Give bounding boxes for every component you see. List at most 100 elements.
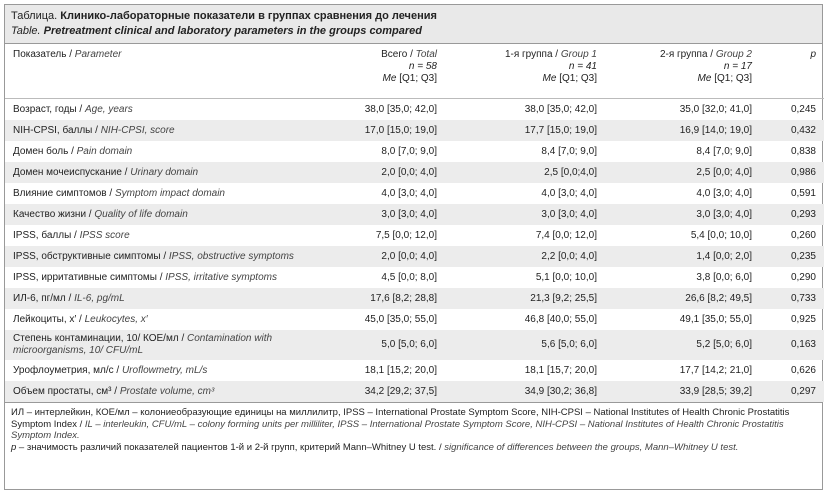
table-row: NIH-CPSI, баллы / NIH-CPSI, score 17,0 [1…: [5, 120, 824, 141]
value-cell: 4,0 [3,0; 4,0]: [541, 187, 597, 199]
header-q: [Q1; Q3]: [556, 73, 597, 84]
param-en: Urinary domain: [130, 166, 199, 178]
value-cell: 5,4 [0,0; 10,0]: [690, 229, 752, 241]
value-cell: 26,6 [8,2; 49,5]: [605, 288, 760, 309]
value-cell: 49,1 [35,0; 55,0]: [679, 313, 752, 325]
table-row: Домен мочеиспускание / Urinary domain 2,0…: [5, 162, 824, 183]
param-cell: Объем простаты, см³ / Prostate volume, c…: [5, 381, 305, 402]
param-cell: Домен боль / Pain domain: [5, 141, 305, 162]
value-cell: 0,245: [790, 103, 816, 115]
subtitle: Table. Pretreatment clinical and laborat…: [11, 24, 816, 39]
value-cell: 2,2 [0,0; 4,0]: [445, 246, 605, 267]
table-row: IPSS, обструктивные симптомы / IPSS, obs…: [5, 246, 824, 267]
value-cell: 3,8 [0,0; 6,0]: [696, 271, 752, 283]
table-row: Домен боль / Pain domain 8,0 [7,0; 9,0] 8,…: [5, 141, 824, 162]
param-en: NIH-CPSI, score: [100, 124, 175, 136]
value-cell: 4,0 [3,0; 4,0]: [696, 187, 752, 199]
param-en: IPSS, obstructive symptoms: [168, 250, 294, 262]
value-cell: 0,432: [760, 120, 824, 141]
footnotes: ИЛ – интерлейкин, КОЕ/мл – колониеобразу…: [5, 402, 822, 457]
param-ru: Лейкоциты, х′ /: [13, 313, 85, 325]
header-stat: Me [Q1; Q3]: [313, 73, 437, 85]
param-en: IPSS score: [79, 229, 130, 241]
header-row: Показатель / Parameter Всего / Total n = 5…: [5, 44, 824, 99]
value-cell: 45,0 [35,0; 55,0]: [364, 313, 437, 325]
header-ru: Всего /: [381, 49, 416, 60]
param-en: Leukocytes, х′: [84, 313, 148, 325]
param-ru: Качество жизни /: [13, 208, 95, 220]
value-cell: 33,9 [28,5; 39,2]: [605, 381, 760, 402]
header-n: n = 58: [408, 61, 437, 72]
value-cell: 2,0 [0,0; 4,0]: [305, 246, 445, 267]
header-line: 2-я группа / Group 2: [613, 49, 752, 61]
param-ru: ИЛ-6, пг/мл /: [13, 292, 75, 304]
param-en: Age, years: [84, 103, 133, 115]
param-ru: Степень контаминации, 10/ КОЕ/мл /: [13, 333, 188, 344]
value-cell: 5,0 [5,0; 6,0]: [305, 330, 445, 360]
table-card: Таблица. Клинико-лабораторные показатели…: [4, 4, 824, 490]
header-en: Total: [415, 49, 437, 60]
param-en: Uroflowmetry, mL/s: [121, 364, 208, 376]
param-cell: Домен мочеиспускание / Urinary domain: [5, 162, 305, 183]
value-cell: 0,235: [760, 246, 824, 267]
table-row: ИЛ-6, пг/мл / IL-6, pg/mL 17,6 [8,2; 28,8…: [5, 288, 824, 309]
param-cell: Лейкоциты, х′ / Leukocytes, х′: [5, 309, 305, 330]
header-n: n = 17: [723, 61, 752, 72]
footnote-symbol: p: [11, 441, 17, 453]
param-ru: Домен мочеиспускание /: [13, 166, 131, 178]
header-q: [Q1; Q3]: [396, 73, 437, 84]
param-ru: IPSS, ирритативные симптомы /: [13, 271, 166, 283]
table-row: IPSS, ирритативные симптомы / IPSS, irri…: [5, 267, 824, 288]
param-en: IL-6, pg/mL: [74, 292, 125, 304]
data-table: Показатель / Parameter Всего / Total n = 5…: [5, 44, 824, 402]
header-en: Parameter: [74, 49, 122, 60]
value-cell: 7,5 [0,0; 12,0]: [375, 229, 437, 241]
table-row: Качество жизни / Quality of life domain 3…: [5, 204, 824, 225]
header-stat: Me [Q1; Q3]: [613, 73, 752, 85]
param-ru: IPSS, баллы /: [13, 229, 80, 241]
header-stat: Me [Q1; Q3]: [453, 73, 597, 85]
param-cell: Степень контаминации, 10/ КОЕ/мл / Conta…: [5, 330, 305, 360]
value-cell: 0,986: [760, 162, 824, 183]
param-cell: IPSS, ирритативные симптомы / IPSS, irri…: [5, 267, 305, 288]
value-cell: 2,0 [0,0; 4,0]: [305, 162, 445, 183]
param-ru: Домен боль /: [13, 145, 77, 157]
value-cell: 38,0 [35,0; 42,0]: [524, 103, 597, 115]
table-row: Степень контаминации, 10/ КОЕ/мл / Conta…: [5, 330, 824, 360]
table-row: Объем простаты, см³ / Prostate volume, c…: [5, 381, 824, 402]
value-cell: 18,1 [15,7; 20,0]: [524, 364, 597, 376]
param-en: Symptom impact domain: [114, 187, 225, 199]
header-en: Group 2: [715, 49, 752, 60]
header-cell: Всего / Total n = 58 Me [Q1; Q3]: [305, 44, 445, 99]
value-cell: 21,3 [9,2; 25,5]: [445, 288, 605, 309]
param-en: Prostate volume, cm³: [119, 385, 215, 397]
value-cell: 5,6 [5,0; 6,0]: [445, 330, 605, 360]
header-cell: Показатель / Parameter: [5, 44, 305, 99]
table-row: Урофлоуметрия, мл/с / Uroflowmetry, mL/s…: [5, 360, 824, 381]
footnote-en: significance of differences between the …: [444, 441, 739, 453]
header-ru: Показатель /: [13, 49, 75, 60]
value-cell: 0,838: [790, 145, 816, 157]
value-cell: 4,0 [3,0; 4,0]: [381, 187, 437, 199]
table-row: IPSS, баллы / IPSS score 7,5 [0,0; 12,0] 7…: [5, 225, 824, 246]
value-cell: 0,925: [790, 313, 816, 325]
param-ru: Влияние симптомов /: [13, 187, 115, 199]
param-cell: Качество жизни / Quality of life domain: [5, 204, 305, 225]
header-line: 1-я группа / Group 1: [453, 49, 597, 61]
title-text: Клинико-лабораторные показатели в группа…: [60, 10, 437, 22]
param-ru: Урофлоуметрия, мл/с /: [13, 364, 122, 376]
value-cell: 1,4 [0,0; 2,0]: [605, 246, 760, 267]
value-cell: 8,4 [7,0; 9,0]: [541, 145, 597, 157]
footnote-ru: – значимость различий показателей пациен…: [16, 441, 445, 453]
value-cell: 3,0 [3,0; 4,0]: [305, 204, 445, 225]
value-cell: 8,4 [7,0; 9,0]: [696, 145, 752, 157]
value-cell: 34,9 [30,2; 36,8]: [445, 381, 605, 402]
value-cell: 46,8 [40,0; 55,0]: [524, 313, 597, 325]
header-ru: 1-я группа /: [504, 49, 561, 60]
value-cell: 0,290: [790, 271, 816, 283]
table-row: Влияние симптомов / Symptom impact domai…: [5, 183, 824, 204]
footnote: ИЛ – интерлейкин, КОЕ/мл – колониеобразу…: [11, 407, 816, 442]
param-cell: IPSS, обструктивные симптомы / IPSS, obs…: [5, 246, 305, 267]
param-en: Pain domain: [76, 145, 133, 157]
value-cell: 4,5 [0,0; 8,0]: [381, 271, 437, 283]
